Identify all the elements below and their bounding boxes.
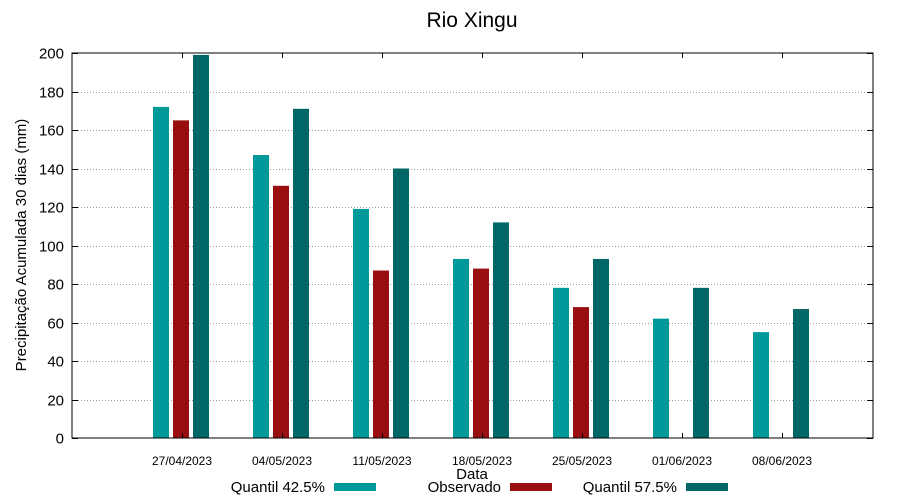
bar bbox=[193, 54, 209, 439]
bar bbox=[693, 287, 709, 438]
y-tick-label: 100 bbox=[39, 239, 64, 256]
y-tick-label: 160 bbox=[39, 123, 64, 140]
bar bbox=[273, 185, 289, 438]
y-tick-label: 200 bbox=[39, 46, 64, 63]
x-tick-label: 08/06/2023 bbox=[752, 454, 812, 468]
bar bbox=[593, 258, 609, 438]
bar bbox=[553, 287, 569, 438]
chart-bars bbox=[153, 54, 809, 439]
bar bbox=[373, 270, 389, 438]
bar bbox=[793, 309, 809, 438]
x-tick-label: 27/04/2023 bbox=[152, 454, 212, 468]
legend-label: Quantil 57.5% bbox=[583, 479, 677, 496]
bar bbox=[173, 120, 189, 438]
y-tick-label: 140 bbox=[39, 162, 64, 179]
x-tick-label: 04/05/2023 bbox=[252, 454, 312, 468]
x-tick-label: 01/06/2023 bbox=[652, 454, 712, 468]
bar bbox=[293, 108, 309, 438]
bar bbox=[653, 318, 669, 438]
y-tick-label: 180 bbox=[39, 85, 64, 102]
legend-swatch bbox=[334, 483, 376, 491]
y-axis-label: Precipitação Acumulada 30 dias (mm) bbox=[13, 119, 30, 372]
x-tick-label: 18/05/2023 bbox=[452, 454, 512, 468]
bar bbox=[473, 268, 489, 438]
y-axis: 0 20 40 60 80 100 120 140 160 180 200 bbox=[39, 46, 873, 448]
bar bbox=[393, 168, 409, 438]
legend-swatch bbox=[686, 483, 728, 491]
bar bbox=[353, 208, 369, 438]
bar bbox=[753, 332, 769, 438]
legend-swatch bbox=[510, 483, 552, 491]
y-tick-label: 20 bbox=[47, 393, 64, 410]
chart-legend: Quantil 42.5% Observado Quantil 57.5% bbox=[231, 479, 728, 496]
legend-label: Quantil 42.5% bbox=[231, 479, 325, 496]
x-axis: 27/04/2023 04/05/2023 11/05/2023 18/05/2023… bbox=[152, 53, 812, 468]
y-tick-label: 0 bbox=[56, 431, 64, 448]
x-tick-label: 25/05/2023 bbox=[552, 454, 612, 468]
y-tick-label: 40 bbox=[47, 354, 64, 371]
bar bbox=[573, 307, 589, 438]
bar bbox=[153, 106, 169, 439]
bar bbox=[253, 155, 269, 438]
plot-frame bbox=[71, 52, 874, 439]
chart-grid bbox=[72, 92, 873, 401]
bar bbox=[453, 258, 469, 438]
legend-label: Observado bbox=[428, 479, 501, 496]
x-axis-label: Data bbox=[456, 466, 488, 483]
y-tick-label: 80 bbox=[47, 277, 64, 294]
chart-title: Rio Xingu bbox=[426, 9, 517, 32]
y-tick-label: 60 bbox=[47, 316, 64, 333]
y-tick-label: 120 bbox=[39, 200, 64, 217]
x-tick-label: 11/05/2023 bbox=[352, 454, 411, 468]
bar bbox=[493, 222, 509, 438]
